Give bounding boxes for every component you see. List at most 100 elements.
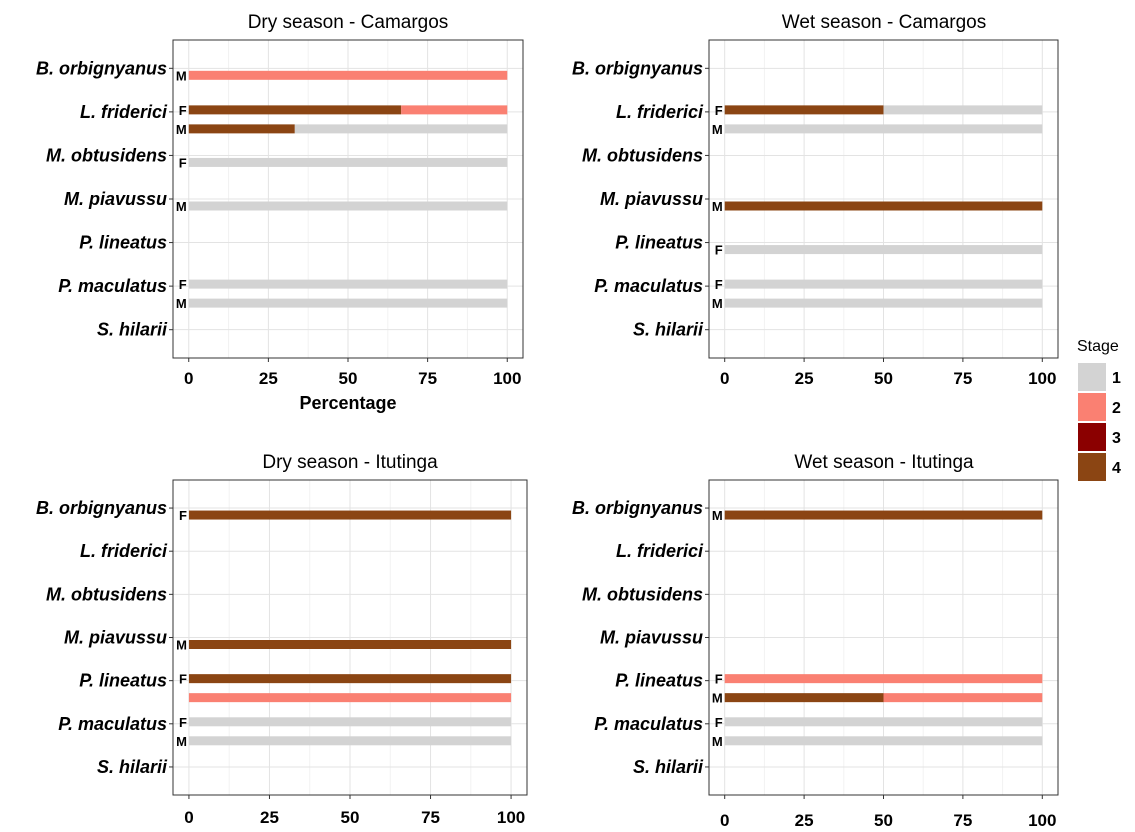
bar-segment-stage-1: [724, 736, 1043, 746]
bar-segment-stage-4: [188, 124, 295, 134]
bar-m-piavussu-m: M: [176, 638, 512, 653]
x-axis-label: Percentage: [299, 393, 396, 413]
sex-label: M: [176, 638, 187, 653]
bar-segment-stage-2: [883, 693, 1043, 703]
x-tick-label: 75: [953, 811, 972, 830]
sex-label: M: [712, 508, 723, 523]
x-tick-label: 100: [1028, 811, 1056, 830]
bar-b-orbignyanus-m: M: [176, 68, 508, 83]
bar-segment-stage-2: [724, 674, 1043, 684]
x-tick-label: 50: [874, 811, 893, 830]
y-tick-label: M. obtusidens: [46, 584, 167, 604]
y-tick-label: M. piavussu: [64, 628, 167, 648]
bar-p-maculatus-f: F: [715, 277, 1043, 292]
y-tick-label: L. friderici: [616, 102, 704, 122]
y-tick-label: P. lineatus: [615, 671, 703, 691]
bar-segment-stage-1: [294, 124, 508, 134]
y-tick-label: M. piavussu: [64, 189, 167, 209]
y-tick-label: S. hilarii: [97, 320, 168, 340]
y-tick-label: B. orbignyanus: [36, 58, 167, 78]
bar-segment-stage-2: [401, 105, 508, 115]
x-tick-label: 75: [418, 369, 437, 388]
bar-p-lineatus-f: F: [715, 672, 1043, 687]
x-tick-label: 100: [497, 808, 525, 827]
y-tick-label: M. obtusidens: [582, 145, 703, 165]
sex-label: M: [176, 734, 187, 749]
panel-title: Wet season - Itutinga: [794, 452, 974, 473]
legend-item-stage-1: 1: [1078, 363, 1121, 391]
y-tick-label: L. friderici: [80, 102, 168, 122]
x-tick-label: 25: [795, 369, 814, 388]
y-tick-label: P. maculatus: [58, 714, 167, 734]
x-tick-label: 0: [184, 369, 193, 388]
bar-b-orbignyanus-m: M: [712, 508, 1043, 523]
legend-swatch: [1078, 423, 1106, 451]
y-tick-label: M. piavussu: [600, 189, 703, 209]
panel-title: Wet season - Camargos: [782, 12, 987, 33]
bar-m-obtusidens-f: F: [179, 155, 508, 170]
sex-label: F: [179, 277, 187, 292]
bar-segment-stage-1: [188, 736, 512, 746]
bar-segment-stage-1: [724, 298, 1043, 308]
sex-label: M: [712, 296, 723, 311]
bar-l-friderici-f: F: [715, 103, 1043, 118]
sex-label: F: [179, 155, 187, 170]
bar-segment-stage-4: [724, 201, 1043, 211]
y-tick-label: B. orbignyanus: [572, 498, 703, 518]
y-tick-label: M. obtusidens: [582, 584, 703, 604]
sex-label: F: [179, 103, 187, 118]
x-tick-label: 100: [493, 369, 521, 388]
y-tick-label: L. friderici: [80, 541, 168, 561]
legend-title: Stage: [1077, 338, 1119, 355]
y-tick-label: P. lineatus: [615, 233, 703, 253]
bar-segment-stage-1: [883, 105, 1043, 115]
legend-label: 2: [1112, 400, 1121, 417]
bar-segment-stage-4: [188, 105, 402, 115]
sex-label: M: [176, 122, 187, 137]
legend-swatch: [1078, 453, 1106, 481]
x-tick-label: 25: [259, 369, 278, 388]
grid: [709, 480, 1058, 795]
panel-title: Dry season - Camargos: [248, 12, 449, 33]
legend-item-stage-2: 2: [1078, 393, 1121, 421]
bar-p-maculatus-m: M: [176, 296, 508, 311]
bar-segment-stage-1: [724, 245, 1043, 255]
sex-label: F: [715, 243, 723, 258]
x-tick-label: 0: [720, 369, 729, 388]
sex-label: F: [715, 715, 723, 730]
y-tick-label: S. hilarii: [97, 757, 168, 777]
bar-segment-stage-2: [188, 693, 512, 703]
sex-label: M: [176, 199, 187, 214]
bar-segment-stage-4: [188, 510, 512, 520]
sex-label: M: [176, 68, 187, 83]
legend-label: 4: [1112, 460, 1121, 477]
bar-m-piavussu-m: M: [712, 199, 1043, 214]
bar-segment-stage-1: [724, 124, 1043, 134]
bar-segment-stage-1: [724, 717, 1043, 727]
x-tick-label: 0: [184, 808, 193, 827]
sex-label: F: [179, 672, 187, 687]
y-tick-label: P. maculatus: [594, 714, 703, 734]
bar-l-friderici-m: M: [712, 122, 1043, 137]
sex-label: M: [712, 199, 723, 214]
bar-m-piavussu-m: M: [176, 199, 508, 214]
legend-item-stage-3: 3: [1078, 423, 1121, 451]
x-tick-label: 25: [795, 811, 814, 830]
bar-p-lineatus-f: F: [179, 672, 512, 687]
legend-label: 3: [1112, 430, 1121, 447]
bar-segment-stage-1: [188, 157, 508, 167]
sex-label: F: [715, 672, 723, 687]
sex-label: F: [179, 715, 187, 730]
legend-label: 1: [1112, 370, 1121, 387]
bar-segment-stage-1: [188, 717, 512, 727]
x-tick-label: 75: [953, 369, 972, 388]
x-tick-label: 75: [421, 808, 440, 827]
bar-segment-stage-4: [724, 105, 884, 115]
sex-label: M: [712, 734, 723, 749]
bar-segment-stage-4: [724, 693, 884, 703]
bar-b-orbignyanus-f: F: [179, 508, 512, 523]
bar-l-friderici-m: M: [176, 122, 508, 137]
